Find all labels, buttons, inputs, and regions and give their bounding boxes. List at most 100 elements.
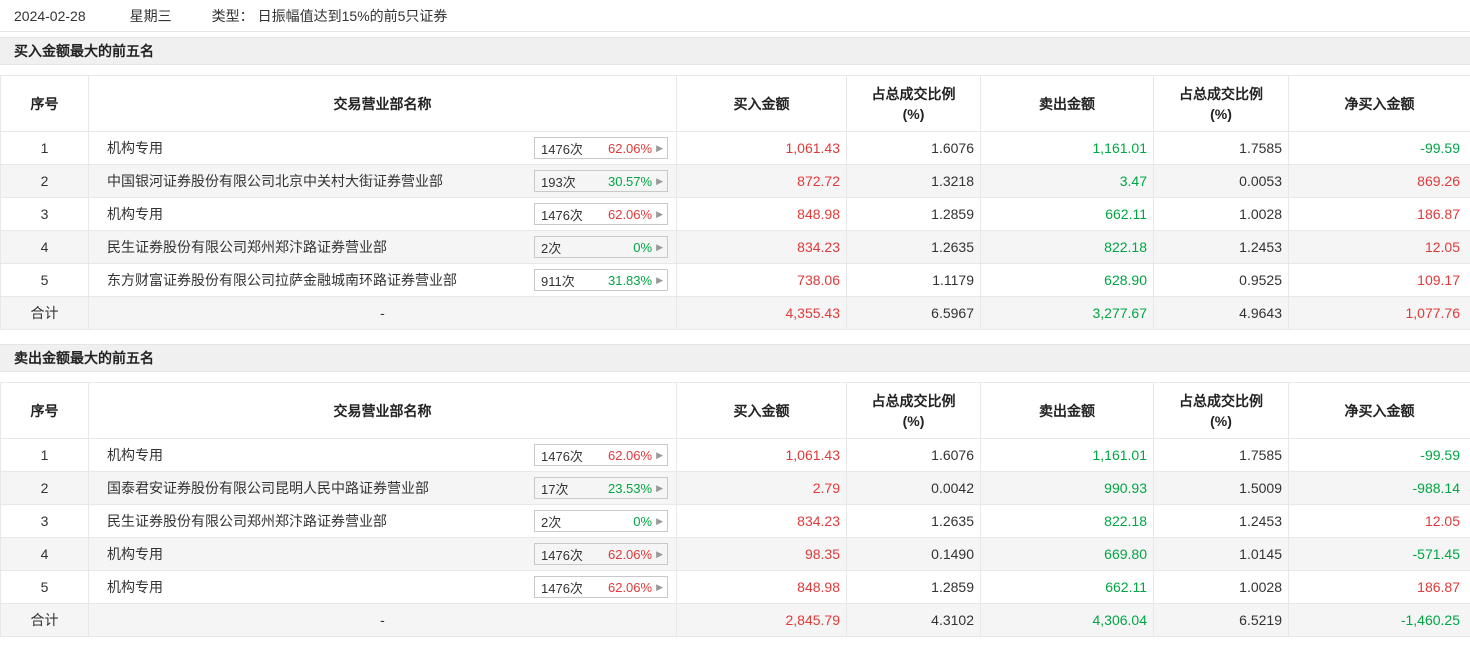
sell-amount-cell: 1,161.01	[980, 438, 1154, 472]
branch-name-link[interactable]: 机构专用	[107, 140, 163, 156]
net-buy-cell: -571.45	[1288, 537, 1470, 571]
rank-stats-badge[interactable]: 1476次 62.06% ▶	[534, 203, 668, 225]
sell-amount-cell: 3.47	[980, 164, 1154, 198]
branch-name-link[interactable]: 民生证券股份有限公司郑州郑汴路证券营业部	[107, 513, 387, 529]
rank-cell: 2	[0, 164, 89, 198]
win-rate-percent: 31.83%	[607, 272, 653, 288]
net-buy-cell: 186.87	[1288, 197, 1470, 231]
buy-ratio-cell: 0.1490	[846, 537, 981, 571]
appearance-count: 1476次	[541, 547, 583, 563]
sell-ratio-cell: 0.0053	[1153, 164, 1289, 198]
sell-amount-cell: 1,161.01	[980, 131, 1154, 165]
appearance-count: 1476次	[541, 448, 583, 464]
col-header-buy-ratio: 占总成交比例 (%)	[846, 382, 981, 439]
branch-cell: 机构专用 1476次 62.06% ▶	[88, 537, 677, 571]
sell-top5-table: 序号 交易营业部名称 买入金额 占总成交比例 (%) 卖出金额 占总成交比例 (…	[0, 382, 1470, 637]
branch-name-link[interactable]: 国泰君安证券股份有限公司昆明人民中路证券营业部	[107, 480, 429, 496]
buy-amount-cell: 738.06	[676, 263, 847, 297]
col-header-no: 序号	[0, 382, 89, 439]
rank-stats-badge[interactable]: 17次 23.53% ▶	[534, 477, 668, 499]
branch-cell: 民生证券股份有限公司郑州郑汴路证券营业部 2次 0% ▶	[88, 504, 677, 538]
buy-ratio-cell: 1.2859	[846, 197, 981, 231]
net-buy-cell: 186.87	[1288, 570, 1470, 604]
rank-cell: 3	[0, 504, 89, 538]
sell-ratio-cell: 1.2453	[1153, 230, 1289, 264]
chevron-right-icon: ▶	[656, 208, 663, 219]
section-title-buy-top5: 买入金额最大的前五名	[0, 37, 1470, 65]
rank-stats-badge[interactable]: 193次 30.57% ▶	[534, 170, 668, 192]
col-header-branch: 交易营业部名称	[88, 382, 677, 439]
type-label: 类型：	[211, 7, 254, 24]
rank-cell: 2	[0, 471, 89, 505]
col-header-net-buy: 净买入金额	[1288, 382, 1470, 439]
branch-name-link[interactable]: 机构专用	[107, 579, 163, 595]
branch-cell: 民生证券股份有限公司郑州郑汴路证券营业部 2次 0% ▶	[88, 230, 677, 264]
section-title-sell-top5: 卖出金额最大的前五名	[0, 344, 1470, 372]
total-label: 合计	[0, 296, 89, 330]
total-buy-amount: 2,845.79	[676, 603, 847, 637]
sell-ratio-cell: 1.7585	[1153, 131, 1289, 165]
table-row: 4 机构专用 1476次 62.06% ▶ 98.35 0.1490 669.8…	[0, 537, 1470, 571]
rank-stats-badge[interactable]: 2次 0% ▶	[534, 510, 668, 532]
sell-amount-cell: 990.93	[980, 471, 1154, 505]
branch-cell: 机构专用 1476次 62.06% ▶	[88, 570, 677, 604]
branch-name-link[interactable]: 机构专用	[107, 206, 163, 222]
rank-stats-badge[interactable]: 2次 0% ▶	[534, 236, 668, 258]
sell-ratio-cell: 1.2453	[1153, 504, 1289, 538]
net-buy-cell: 12.05	[1288, 230, 1470, 264]
buy-ratio-cell: 1.2859	[846, 570, 981, 604]
col-header-no: 序号	[0, 75, 89, 132]
rank-cell: 1	[0, 438, 89, 472]
rank-stats-badge[interactable]: 1476次 62.06% ▶	[534, 444, 668, 466]
branch-cell: 机构专用 1476次 62.06% ▶	[88, 131, 677, 165]
appearance-count: 911次	[541, 273, 575, 289]
rank-stats-badge[interactable]: 1476次 62.06% ▶	[534, 543, 668, 565]
win-rate-percent: 23.53%	[607, 480, 653, 496]
win-rate-percent: 30.57%	[607, 173, 653, 189]
buy-ratio-cell: 1.6076	[846, 131, 981, 165]
table-row: 1 机构专用 1476次 62.06% ▶ 1,061.43 1.6076 1,…	[0, 131, 1470, 165]
branch-name-link[interactable]: 中国银河证券股份有限公司北京中关村大街证券营业部	[107, 173, 443, 189]
branch-cell: 中国银河证券股份有限公司北京中关村大街证券营业部 193次 30.57% ▶	[88, 164, 677, 198]
branch-name-link[interactable]: 东方财富证券股份有限公司拉萨金融城南环路证券营业部	[107, 272, 457, 288]
chevron-right-icon: ▶	[656, 175, 663, 186]
total-branch-placeholder: -	[88, 603, 677, 637]
chevron-right-icon: ▶	[656, 449, 663, 460]
sell-amount-cell: 822.18	[980, 230, 1154, 264]
branch-name-link[interactable]: 民生证券股份有限公司郑州郑汴路证券营业部	[107, 239, 387, 255]
rank-cell: 4	[0, 230, 89, 264]
total-net-buy: -1,460.25	[1288, 603, 1470, 637]
col-header-sell-amount: 卖出金额	[980, 382, 1154, 439]
weekday-label: 星期三	[129, 7, 172, 24]
net-buy-cell: 12.05	[1288, 504, 1470, 538]
win-rate-percent: 62.06%	[607, 140, 653, 156]
total-buy-ratio: 6.5967	[846, 296, 981, 330]
total-buy-amount: 4,355.43	[676, 296, 847, 330]
col-header-buy-amount: 买入金额	[676, 75, 847, 132]
col-header-buy-amount: 买入金额	[676, 382, 847, 439]
total-row: 合计 - 4,355.43 6.5967 3,277.67 4.9643 1,0…	[0, 296, 1470, 330]
table-row: 5 东方财富证券股份有限公司拉萨金融城南环路证券营业部 911次 31.83% …	[0, 263, 1470, 297]
branch-name-link[interactable]: 机构专用	[107, 447, 163, 463]
total-row: 合计 - 2,845.79 4.3102 4,306.04 6.5219 -1,…	[0, 603, 1470, 637]
rank-stats-badge[interactable]: 1476次 62.06% ▶	[534, 137, 668, 159]
appearance-count: 193次	[541, 174, 576, 190]
sell-ratio-cell: 1.5009	[1153, 471, 1289, 505]
chevron-right-icon: ▶	[656, 274, 663, 285]
win-rate-percent: 62.06%	[607, 546, 653, 562]
buy-ratio-cell: 1.3218	[846, 164, 981, 198]
rank-stats-badge[interactable]: 911次 31.83% ▶	[534, 269, 668, 291]
rank-cell: 5	[0, 570, 89, 604]
table-row: 3 民生证券股份有限公司郑州郑汴路证券营业部 2次 0% ▶ 834.23 1.…	[0, 504, 1470, 538]
branch-name-link[interactable]: 机构专用	[107, 546, 163, 562]
total-buy-ratio: 4.3102	[846, 603, 981, 637]
buy-ratio-cell: 1.2635	[846, 504, 981, 538]
buy-amount-cell: 848.98	[676, 570, 847, 604]
branch-cell: 国泰君安证券股份有限公司昆明人民中路证券营业部 17次 23.53% ▶	[88, 471, 677, 505]
rank-stats-badge[interactable]: 1476次 62.06% ▶	[534, 576, 668, 598]
buy-amount-cell: 834.23	[676, 504, 847, 538]
chevron-right-icon: ▶	[656, 241, 663, 252]
buy-ratio-cell: 1.6076	[846, 438, 981, 472]
appearance-count: 1476次	[541, 141, 583, 157]
branch-cell: 东方财富证券股份有限公司拉萨金融城南环路证券营业部 911次 31.83% ▶	[88, 263, 677, 297]
